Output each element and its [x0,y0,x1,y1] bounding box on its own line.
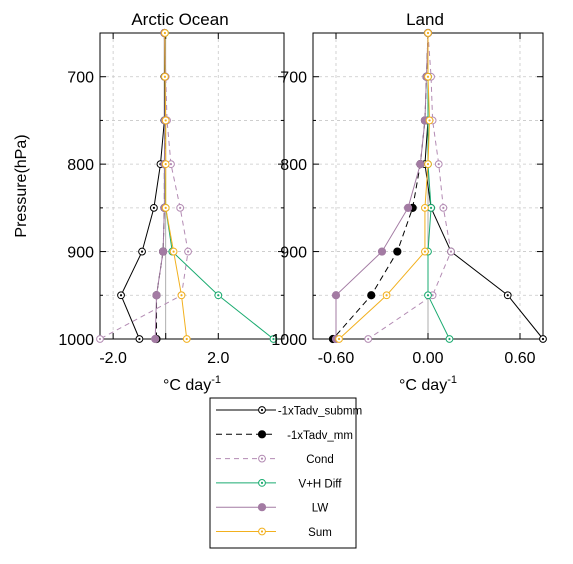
x-tick-label: 2.0 [207,350,229,367]
y-tick-label: 700 [67,70,94,87]
series-line [335,32,429,339]
series-line [424,33,544,340]
data-point [434,160,443,169]
x-tick-label: 0.60 [504,350,535,367]
y-tick-label: 800 [280,157,307,174]
y-tick-label: 1000 [271,332,307,349]
y-tick-label: 900 [280,245,307,262]
data-point [135,335,144,343]
y-tick-label: 700 [280,70,307,87]
panel-title: Arctic Ocean [131,10,228,29]
panel-title: Land [406,10,444,29]
data-point [364,335,373,343]
data-point [149,203,158,212]
legend-marker [257,503,267,512]
data-point [161,72,169,81]
data-point [539,335,547,343]
data-point [393,247,402,256]
data-point [151,334,160,344]
legend-entry: -1xTadv_mm [216,430,353,442]
data-point [152,291,161,300]
legend-label: -1xTadv_submm [278,406,362,418]
legend-marker [258,527,266,536]
series-line [120,33,165,340]
legend-marker [258,479,266,487]
data-point [421,203,429,212]
data-point [335,335,343,343]
y-axis-label: Pressure(hPa) [13,134,30,237]
legend-entry: -1xTadv_submm [216,406,362,418]
data-point [421,247,429,256]
legend-label: -1xTadv_mm [287,430,353,442]
legend-entry: V+H Diff [216,478,342,490]
data-point [425,116,434,125]
legend-marker [258,406,266,414]
series-sum [161,29,191,343]
legend-entry: LW [216,503,328,515]
data-point [169,247,178,256]
data-point [439,203,448,212]
legend-box [209,397,357,549]
data-point [403,203,413,212]
series-line [367,32,452,340]
data-point [427,203,435,212]
data-point [184,247,192,256]
chart-panel: 700 800 900 1000 -0.60 0.00 0.60 Land °C day-1 [271,10,547,394]
data-point [424,160,432,169]
data-point [424,72,432,81]
x-tick-label: 0.00 [412,350,443,367]
series-sum [335,29,434,343]
data-point [331,291,341,300]
x-axis-label: °C day-1 [399,374,457,394]
series-line [338,33,431,340]
data-point [424,291,432,300]
data-point [138,247,146,256]
legend: -1xTadv_submm -1xTadv_mm Cond V+H Diff LW Sum [209,397,362,549]
x-tick-label: -0.60 [318,350,355,367]
data-point [161,116,170,125]
data-point [161,29,169,37]
legend-marker [258,454,266,463]
data-point [269,335,278,343]
legend-label: Sum [308,527,332,539]
data-point [377,247,387,256]
data-point [367,291,376,300]
y-tick-label: 800 [67,157,94,174]
legend-marker [257,430,267,439]
legend-entry: Sum [216,527,332,539]
data-point [447,247,455,256]
y-tick-label: 1000 [58,332,94,349]
plot-frame [99,32,285,340]
data-point [445,335,454,343]
y-tick-label: 900 [67,245,94,262]
chart-panel: 700 800 900 1000 -2.0 2.0 Arctic Ocean °C day-1 [58,10,285,394]
data-point [96,335,104,343]
data-point [382,291,391,300]
data-point [416,160,425,169]
data-point [182,335,191,343]
legend-entry: Cond [216,454,334,466]
data-point [424,29,432,37]
data-point [161,160,170,169]
series-line [164,33,188,340]
x-tick-label: -2.0 [99,350,127,367]
data-point [177,291,186,300]
data-point [176,203,185,212]
data-point [214,291,223,300]
series-line [99,32,189,340]
legend-label: V+H Diff [299,478,343,490]
x-axis-label: °C day-1 [163,374,221,394]
data-point [503,291,512,300]
data-point [117,291,125,300]
data-point [158,247,168,256]
data-point [161,203,170,212]
legend-label: LW [312,503,329,515]
legend-label: Cond [306,454,334,466]
